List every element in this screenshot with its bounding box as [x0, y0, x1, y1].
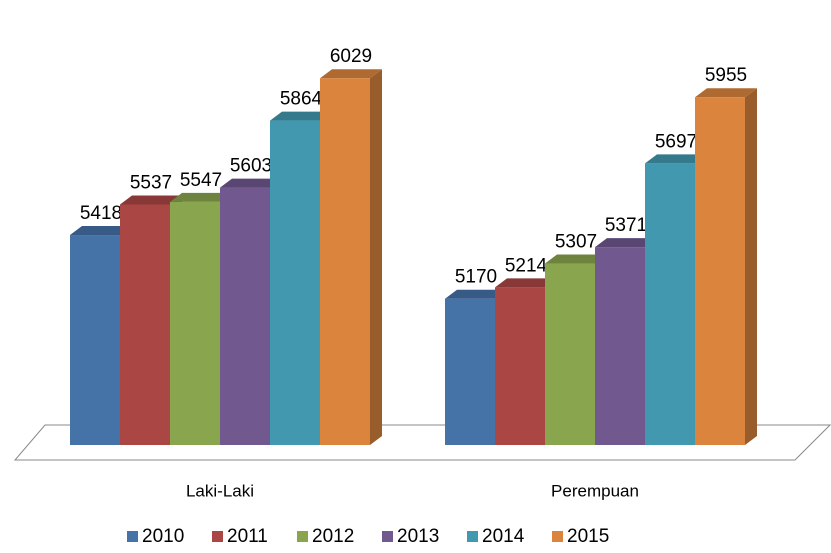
- legend-label: 2011: [227, 526, 268, 547]
- bar-top: [70, 226, 132, 236]
- legend-label: 2012: [312, 526, 354, 547]
- value-label: 5697: [655, 131, 697, 152]
- legend-swatch: [127, 531, 138, 542]
- category-label: Laki-Laki: [186, 481, 254, 500]
- bar-top: [220, 178, 282, 188]
- bar: [595, 247, 645, 445]
- bar: [695, 97, 745, 445]
- legend-swatch: [382, 531, 393, 542]
- bar-side: [370, 69, 382, 446]
- value-label: 5864: [280, 89, 323, 110]
- legend-swatch: [297, 531, 308, 542]
- bar: [645, 163, 695, 446]
- bar: [120, 204, 170, 445]
- value-label: 5955: [705, 65, 747, 86]
- bar-top: [170, 192, 232, 202]
- bar-side: [745, 88, 757, 445]
- value-label: 5547: [180, 170, 222, 191]
- bar: [320, 78, 370, 446]
- legend-label: 2015: [567, 526, 609, 547]
- legend-swatch: [467, 531, 478, 542]
- bar-top: [645, 154, 707, 164]
- value-label: 5307: [555, 232, 597, 253]
- bar-top: [595, 238, 657, 248]
- bar: [495, 287, 545, 445]
- bar-top: [120, 195, 182, 205]
- category-label: Perempuan: [551, 481, 639, 500]
- bar-top: [695, 88, 757, 98]
- bar-top: [545, 254, 607, 264]
- value-label: 5371: [605, 215, 647, 236]
- bar-top: [320, 69, 382, 79]
- bar: [220, 187, 270, 445]
- value-label: 5418: [80, 203, 122, 224]
- bar: [545, 263, 595, 445]
- value-label: 5603: [230, 156, 272, 177]
- bar-top: [495, 278, 557, 288]
- bar-top: [445, 289, 507, 299]
- legend-swatch: [552, 531, 563, 542]
- legend-label: 2013: [397, 526, 439, 547]
- value-label: 5537: [130, 173, 172, 194]
- legend-label: 2010: [142, 526, 184, 547]
- value-label: 5170: [455, 267, 497, 288]
- bar-top: [270, 111, 332, 121]
- bar: [70, 235, 120, 445]
- value-label: 5214: [505, 255, 548, 276]
- bar: [445, 298, 495, 445]
- legend-swatch: [212, 531, 223, 542]
- value-label: 6029: [330, 46, 372, 67]
- bar: [270, 120, 320, 445]
- bar: [170, 201, 220, 445]
- legend-label: 2014: [482, 526, 525, 547]
